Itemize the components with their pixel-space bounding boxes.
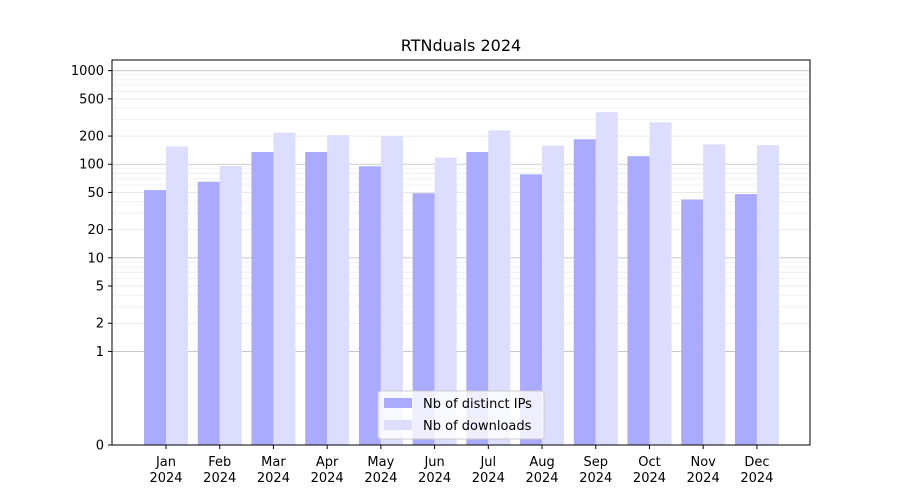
plot-frame <box>111 59 811 446</box>
x-tick-label: Jun <box>423 455 444 470</box>
x-tick-label: Apr <box>316 455 339 470</box>
x-tick-label: 2024 <box>311 471 344 486</box>
x-tick-label: Dec <box>744 455 769 470</box>
x-tick-label: Oct <box>638 455 660 470</box>
bar-distinct-ips <box>734 194 757 445</box>
y-tick-label: 10 <box>87 251 104 266</box>
x-tick-label: 2024 <box>203 471 236 486</box>
bar-downloads <box>488 130 511 446</box>
bar-downloads <box>434 157 457 445</box>
x-tick-label: 2024 <box>579 471 612 486</box>
x-axis: Jan2024Feb2024Mar2024Apr2024May2024Jun20… <box>149 445 773 486</box>
legend-label-distinct-ips: Nb of distinct IPs <box>423 397 532 412</box>
bar-distinct-ips <box>251 152 274 445</box>
x-tick-label: 2024 <box>418 471 451 486</box>
x-tick-label: Jan <box>155 455 176 470</box>
bar-downloads <box>327 135 350 445</box>
y-axis: 0 1 2 5 10 20 50 100 200 500 1000 <box>71 64 112 454</box>
y-tick-label: 5 <box>96 280 104 295</box>
bar-downloads <box>380 136 403 446</box>
legend-label-downloads: Nb of downloads <box>423 419 532 434</box>
y-tick-label: 50 <box>87 186 104 201</box>
bar-downloads <box>595 112 618 445</box>
bar-distinct-ips <box>305 152 328 445</box>
x-tick-label: 2024 <box>740 471 773 486</box>
bar-distinct-ips <box>144 190 166 445</box>
x-tick-label: Nov <box>691 455 717 470</box>
x-tick-label: Jul <box>479 455 496 470</box>
legend-swatch-distinct-ips <box>384 398 412 408</box>
x-tick-label: 2024 <box>525 471 558 486</box>
x-tick-label: Aug <box>529 455 554 470</box>
x-tick-label: 2024 <box>472 471 505 486</box>
bars <box>144 112 779 446</box>
bar-downloads <box>756 145 779 445</box>
legend-box <box>377 390 545 440</box>
x-tick-label: Feb <box>208 455 231 470</box>
y-tick-label: 0 <box>96 439 104 454</box>
y-tick-label: 2 <box>96 317 104 332</box>
bar-distinct-ips <box>466 152 489 445</box>
x-tick-label: 2024 <box>633 471 666 486</box>
bar-downloads <box>649 122 672 445</box>
bar-distinct-ips <box>358 166 381 445</box>
x-tick-label: May <box>367 455 394 470</box>
y-tick-label: 100 <box>79 158 104 173</box>
legend: Nb of distinct IPs Nb of downloads <box>377 390 545 440</box>
y-tick-label: 1000 <box>71 64 104 79</box>
x-tick-label: 2024 <box>257 471 290 486</box>
bar-distinct-ips <box>627 156 650 445</box>
y-tick-label: 500 <box>79 92 104 107</box>
bar-downloads <box>273 132 296 445</box>
x-tick-label: 2024 <box>687 471 720 486</box>
legend-swatch-downloads <box>384 420 412 430</box>
y-tick-label: 20 <box>87 223 104 238</box>
bar-distinct-ips <box>412 193 435 445</box>
x-tick-label: 2024 <box>364 471 397 486</box>
bar-downloads <box>703 144 726 445</box>
chart-title: RTNduals 2024 <box>401 36 521 55</box>
x-tick-label: Sep <box>584 455 609 470</box>
bar-downloads <box>219 165 242 445</box>
y-tick-label: 1 <box>96 345 104 360</box>
x-tick-label: 2024 <box>149 471 182 486</box>
bar-distinct-ips <box>197 181 220 446</box>
y-tick-label: 200 <box>79 130 104 145</box>
bar-distinct-ips <box>681 199 704 445</box>
bar-downloads <box>166 146 188 446</box>
x-tick-label: Mar <box>261 455 286 470</box>
bar-distinct-ips <box>520 174 543 445</box>
bar-downloads <box>542 145 565 445</box>
bar-distinct-ips <box>573 139 596 445</box>
